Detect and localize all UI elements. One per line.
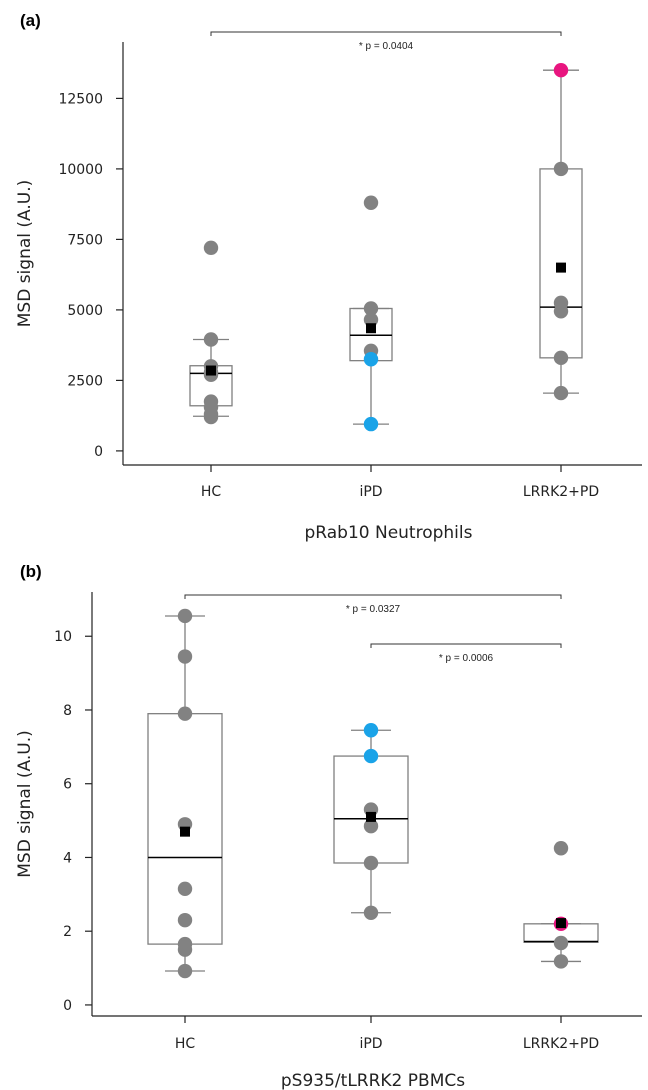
mean-marker bbox=[556, 918, 566, 929]
box-group-ipd bbox=[349, 195, 393, 432]
panel-label: (a) bbox=[20, 11, 41, 30]
data-point bbox=[363, 748, 379, 764]
y-tick-label: 8 bbox=[63, 703, 72, 719]
y-axis-title: MSD signal (A.U.) bbox=[15, 180, 35, 328]
y-tick-label: 0 bbox=[94, 444, 103, 460]
significance-bracket: * p = 0.0404 bbox=[210, 31, 562, 52]
mean-marker bbox=[206, 365, 216, 376]
x-tick-label: iPD bbox=[359, 484, 382, 500]
data-point bbox=[177, 649, 193, 664]
y-tick-label: 7500 bbox=[67, 232, 103, 248]
data-point bbox=[363, 723, 379, 738]
data-point bbox=[363, 818, 379, 834]
significance-label: * p = 0.0327 bbox=[346, 604, 401, 615]
x-tick-label: LRRK2+PD bbox=[523, 1036, 599, 1052]
data-point bbox=[177, 881, 193, 896]
mean-marker bbox=[366, 811, 376, 822]
significance-label: * p = 0.0404 bbox=[359, 41, 414, 52]
data-point bbox=[553, 385, 569, 401]
mean-marker bbox=[366, 323, 376, 334]
data-point bbox=[363, 301, 379, 316]
data-point bbox=[203, 332, 219, 347]
data-point bbox=[363, 855, 379, 871]
significance-bracket: * p = 0.0006 bbox=[370, 643, 562, 664]
y-tick-label: 0 bbox=[63, 998, 72, 1014]
data-point bbox=[363, 416, 379, 432]
data-point bbox=[363, 905, 379, 920]
data-point bbox=[203, 409, 219, 425]
significance-bracket: * p = 0.0327 bbox=[184, 594, 562, 615]
significance-label: * p = 0.0006 bbox=[439, 653, 494, 664]
chart-panel-a: (a) 0 2500 5000 7500 10000 12500 MSD signal (A.… bbox=[15, 11, 642, 543]
x-tick-label: HC bbox=[201, 484, 222, 500]
y-tick-label: 6 bbox=[63, 777, 72, 793]
data-point bbox=[177, 912, 193, 928]
data-point bbox=[553, 841, 569, 856]
box-group-lrrk2-pd bbox=[539, 62, 583, 401]
data-point bbox=[553, 935, 569, 951]
data-point bbox=[553, 350, 569, 366]
data-point bbox=[177, 706, 193, 721]
y-tick-label: 10 bbox=[54, 629, 72, 645]
y-tick-label: 2500 bbox=[67, 373, 103, 389]
mean-marker bbox=[180, 826, 190, 837]
data-point bbox=[177, 608, 193, 624]
data-point bbox=[203, 240, 219, 256]
y-tick-label: 12500 bbox=[58, 91, 103, 107]
x-axis-title: pRab10 Neutrophils bbox=[305, 523, 473, 543]
box-group-hc bbox=[189, 240, 233, 425]
mean-marker bbox=[556, 262, 566, 273]
x-tick-label: HC bbox=[175, 1036, 196, 1052]
data-point bbox=[177, 963, 193, 979]
bracket-line bbox=[370, 643, 562, 648]
bracket-line bbox=[210, 31, 562, 36]
y-tick-label: 2 bbox=[63, 924, 72, 940]
y-tick-label: 5000 bbox=[67, 303, 103, 319]
data-point bbox=[363, 195, 379, 210]
box-group-hc bbox=[147, 608, 223, 979]
box-group-ipd bbox=[333, 723, 409, 920]
y-tick-label: 10000 bbox=[58, 162, 103, 178]
chart-panel-b: (b) 0 2 4 6 8 10 MSD signal (A.U.) HC iPD LRRK2+PD… bbox=[15, 562, 642, 1090]
y-tick-label: 4 bbox=[63, 850, 72, 866]
data-point bbox=[553, 62, 569, 78]
data-point bbox=[553, 304, 569, 319]
x-axis-title: pS935/tLRRK2 PBMCs bbox=[281, 1071, 465, 1090]
x-tick-label: iPD bbox=[359, 1036, 382, 1052]
panel-label: (b) bbox=[20, 562, 42, 581]
x-tick-label: LRRK2+PD bbox=[523, 484, 599, 500]
box-group-lrrk2-pd bbox=[523, 841, 599, 969]
y-axis-title: MSD signal (A.U.) bbox=[15, 730, 35, 878]
bracket-line bbox=[184, 594, 562, 599]
data-point bbox=[553, 161, 569, 177]
data-point bbox=[553, 954, 569, 969]
data-point bbox=[363, 352, 379, 367]
data-point bbox=[177, 942, 193, 957]
